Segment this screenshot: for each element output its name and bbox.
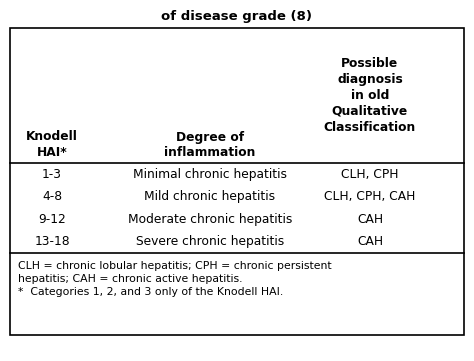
Text: Possible
diagnosis
in old
Qualitative
Classification: Possible diagnosis in old Qualitative Cl… [324,57,416,134]
Text: 4-8: 4-8 [42,190,62,203]
Text: 13-18: 13-18 [34,235,70,248]
Text: Minimal chronic hepatitis: Minimal chronic hepatitis [133,168,287,181]
Text: Severe chronic hepatitis: Severe chronic hepatitis [136,235,284,248]
Text: Knodell
HAI*: Knodell HAI* [26,130,78,160]
Text: of disease grade (8): of disease grade (8) [162,10,312,23]
Text: CLH, CPH: CLH, CPH [341,168,399,181]
Text: 1-3: 1-3 [42,168,62,181]
Bar [10,28,464,335]
Text: *  Categories 1, 2, and 3 only of the Knodell HAI.: * Categories 1, 2, and 3 only of the Kno… [18,287,283,297]
Text: 9-12: 9-12 [38,213,66,226]
Text: Degree of
inflammation: Degree of inflammation [164,130,255,160]
Text: CAH: CAH [357,213,383,226]
Text: CLH, CPH, CAH: CLH, CPH, CAH [324,190,416,203]
Text: CAH: CAH [357,235,383,248]
Text: CLH = chronic lobular hepatitis; CPH = chronic persistent: CLH = chronic lobular hepatitis; CPH = c… [18,261,332,271]
Text: hepatitis; CAH = chronic active hepatitis.: hepatitis; CAH = chronic active hepatiti… [18,274,243,284]
Text: Moderate chronic hepatitis: Moderate chronic hepatitis [128,213,292,226]
Text: Mild chronic hepatitis: Mild chronic hepatitis [145,190,275,203]
